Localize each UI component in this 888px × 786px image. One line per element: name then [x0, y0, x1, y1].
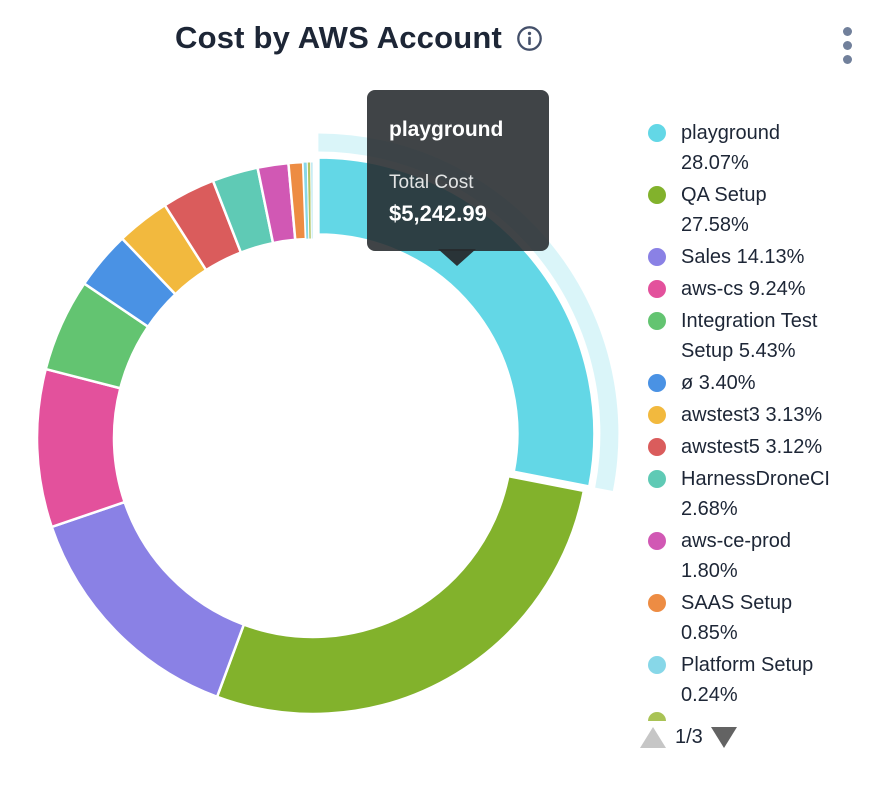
legend-item-awstest5[interactable]: awstest5 3.12%: [648, 432, 884, 462]
legend-page-up-icon[interactable]: [640, 727, 666, 748]
legend-label: awstest3 3.13%: [681, 404, 823, 426]
pie-slice-aws-cs[interactable]: [35, 367, 126, 529]
legend-page-indicator: 1/3: [675, 726, 703, 748]
legend-item-Sales[interactable]: Sales 14.13%: [648, 242, 884, 272]
header: Cost by AWS Account: [175, 20, 543, 56]
legend-item-awstest3[interactable]: awstest3 3.13%: [648, 400, 884, 430]
legend-label: SAAS Setup 0.85%: [681, 592, 793, 644]
legend-dot: [648, 248, 666, 266]
legend-label: ø 3.40%: [681, 372, 756, 394]
legend-item-Integration Test Setup[interactable]: Integration Test Setup 5.43%: [648, 306, 884, 366]
pie-slice-other[interactable]: [310, 161, 314, 240]
legend-dot: [648, 280, 666, 298]
legend-dot: [648, 186, 666, 204]
legend-label: Sales 14.13%: [681, 246, 805, 268]
legend-item-Platform Setup[interactable]: Platform Setup 0.24%: [648, 650, 884, 710]
legend-label: Platform Setup 0.24%: [681, 654, 814, 706]
legend-dot: [648, 438, 666, 456]
legend-label: Integration Test Setup 5.43%: [681, 310, 818, 362]
info-icon[interactable]: [516, 25, 543, 52]
legend-item-SAAS Setup[interactable]: SAAS Setup 0.85%: [648, 588, 884, 648]
legend-dot: [648, 124, 666, 142]
legend-item-ø[interactable]: ø 3.40%: [648, 368, 884, 398]
legend-item-QA Setup[interactable]: QA Setup 27.58%: [648, 180, 884, 240]
legend-dot: [648, 656, 666, 674]
legend-dot: [648, 374, 666, 392]
legend-dot: [648, 312, 666, 330]
pie-slice-Sales[interactable]: [50, 500, 246, 699]
legend-item-HarnessDroneCI[interactable]: HarnessDroneCI 2.68%: [648, 464, 884, 524]
legend-label: HarnessDroneCI 2.68%: [681, 468, 830, 520]
options-menu-icon[interactable]: [840, 24, 855, 67]
legend-dot: [648, 406, 666, 424]
pie-slice-playground[interactable]: [317, 156, 596, 488]
legend-item-aws-cs[interactable]: aws-cs 9.24%: [648, 274, 884, 304]
legend-item-aws-ce-prod[interactable]: aws-ce-prod 1.80%: [648, 526, 884, 586]
page-title: Cost by AWS Account: [175, 20, 503, 55]
legend-dot: [648, 470, 666, 488]
legend-pagination: 1/3: [640, 726, 737, 749]
legend-dot: [648, 594, 666, 612]
legend-label: awstest5 3.12%: [681, 436, 823, 458]
legend-dot: [648, 712, 666, 721]
legend-label: aws-ce-prod 1.80%: [681, 530, 792, 582]
legend-label: QA Setup 27.58%: [681, 184, 767, 236]
legend-dot: [648, 532, 666, 550]
legend-page-down-icon[interactable]: [710, 727, 737, 748]
legend-label: playground 28.07%: [681, 122, 780, 174]
pie-slice-QA Setup[interactable]: [215, 474, 586, 716]
legend-item-playground[interactable]: playground 28.07%: [648, 118, 884, 178]
legend-item[interactable]: [648, 712, 884, 721]
legend-label: aws-cs 9.24%: [681, 278, 806, 300]
chart-legend: playground 28.07% QA Setup 27.58% Sales 14.1…: [648, 118, 884, 721]
